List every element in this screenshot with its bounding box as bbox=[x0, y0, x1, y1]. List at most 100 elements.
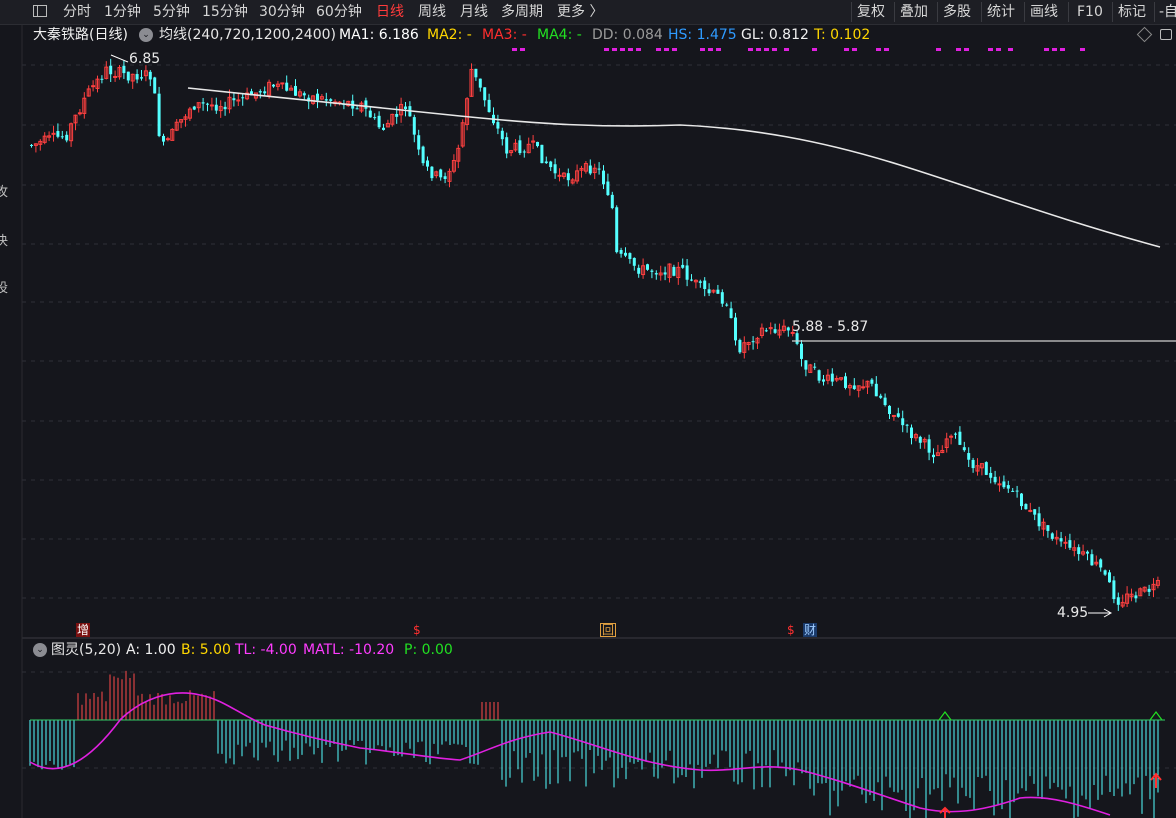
candle-body bbox=[624, 252, 627, 256]
candle-body bbox=[1033, 509, 1037, 515]
candle-body bbox=[883, 397, 887, 406]
layout-toggle-icon[interactable] bbox=[33, 5, 47, 17]
candle-body bbox=[734, 317, 737, 341]
period-tab-multi[interactable]: 多周期 bbox=[501, 4, 543, 20]
period-tab-monthly[interactable]: 月线 bbox=[460, 4, 488, 20]
candle-body bbox=[549, 161, 553, 168]
f10-button[interactable]: F10 bbox=[1077, 4, 1103, 20]
signal-dot bbox=[784, 48, 789, 51]
candle-body bbox=[38, 140, 43, 145]
candle-body bbox=[232, 98, 236, 101]
candle-body bbox=[901, 418, 905, 426]
window-icon[interactable] bbox=[1160, 29, 1172, 40]
candle-body bbox=[451, 159, 456, 172]
candle-body bbox=[165, 138, 170, 141]
period-tab-30min[interactable]: 30分钟 bbox=[259, 4, 305, 20]
buy-signal-icon bbox=[1149, 711, 1163, 721]
side-tab-label[interactable]: 攻 bbox=[0, 185, 9, 200]
candle-body bbox=[720, 292, 724, 304]
period-tab-weekly[interactable]: 周线 bbox=[418, 4, 446, 20]
candle-body bbox=[183, 116, 188, 120]
candle-body bbox=[597, 168, 601, 170]
period-tab-fenshi[interactable]: 分时 bbox=[63, 4, 91, 20]
sub-indicator-settings-icon[interactable]: ⌄ bbox=[33, 643, 47, 657]
ma2-value: MA2: - bbox=[427, 27, 472, 43]
adjust-button[interactable]: 复权 bbox=[857, 4, 885, 20]
candle-body bbox=[272, 84, 275, 87]
candle-body bbox=[1086, 551, 1089, 554]
side-tab-label[interactable]: 设 bbox=[0, 281, 9, 296]
stock-title[interactable]: 大秦铁路(日线) bbox=[33, 27, 128, 43]
candle-body bbox=[755, 337, 760, 344]
candle-body bbox=[1011, 490, 1015, 492]
candle-body bbox=[641, 265, 646, 276]
candle-body bbox=[113, 75, 118, 78]
candle-body bbox=[373, 117, 377, 119]
event-marker-finance[interactable]: 财 bbox=[803, 623, 818, 637]
candle-body bbox=[385, 122, 390, 128]
candle-body bbox=[632, 257, 636, 266]
period-tab-1min[interactable]: 1分钟 bbox=[104, 4, 141, 20]
overlay-button[interactable]: 叠加 bbox=[900, 4, 928, 20]
candle-body bbox=[676, 266, 681, 279]
candle-body bbox=[285, 82, 289, 91]
signal-dot bbox=[512, 48, 517, 51]
candle-body bbox=[844, 376, 847, 388]
candle-body bbox=[1041, 521, 1046, 530]
candle-body bbox=[795, 333, 799, 344]
sub-indicator-name[interactable]: 图灵(5,20) bbox=[51, 642, 122, 658]
candle-body bbox=[148, 71, 152, 80]
candle-body bbox=[1155, 579, 1160, 586]
event-marker-back[interactable]: 回 bbox=[600, 623, 617, 637]
candle-body bbox=[773, 329, 777, 333]
event-marker-dollar[interactable]: $ bbox=[413, 623, 421, 637]
period-tab-60min[interactable]: 60分钟 bbox=[316, 4, 362, 20]
candle-body bbox=[1120, 601, 1125, 607]
event-marker-add[interactable]: 增 bbox=[76, 623, 91, 637]
candle-body bbox=[1050, 533, 1054, 539]
candle-body bbox=[509, 150, 514, 154]
mark-button[interactable]: 标记 bbox=[1118, 4, 1146, 20]
candle-body bbox=[1134, 595, 1138, 599]
signal-dot bbox=[664, 48, 669, 51]
candle-body bbox=[275, 83, 280, 87]
multi-stock-button[interactable]: 多股 bbox=[943, 4, 971, 20]
candle-body bbox=[355, 108, 359, 110]
t-value: T: 0.102 bbox=[814, 27, 871, 43]
candle-body bbox=[487, 99, 491, 113]
candle-body bbox=[1099, 559, 1103, 568]
low-pointer-head bbox=[1103, 608, 1113, 618]
draw-line-button[interactable]: 画线 bbox=[1030, 4, 1058, 20]
signal-dot bbox=[604, 48, 609, 51]
candle-body bbox=[526, 143, 531, 154]
candle-body bbox=[311, 95, 316, 104]
candle-body bbox=[910, 427, 913, 439]
side-tab-label[interactable]: 决 bbox=[0, 234, 9, 249]
candle-body bbox=[781, 325, 786, 331]
candle-body bbox=[927, 439, 931, 453]
candle-body bbox=[196, 102, 201, 109]
candle-body bbox=[918, 436, 922, 443]
event-marker-dollar[interactable]: $ bbox=[787, 623, 795, 637]
statistics-button[interactable]: 统计 bbox=[987, 4, 1015, 20]
candle-body bbox=[1090, 554, 1094, 566]
period-toolbar: 分时 1分钟 5分钟 15分钟 30分钟 60分钟 日线 周线 月线 多周期 更… bbox=[0, 0, 1176, 25]
candle-body bbox=[790, 331, 795, 334]
period-tab-daily[interactable]: 日线 bbox=[376, 4, 404, 20]
range-label: 5.88 - 5.87 bbox=[792, 319, 869, 335]
indicator-settings-icon[interactable]: ⌄ bbox=[139, 28, 153, 42]
signal-dot bbox=[612, 48, 617, 51]
candle-body bbox=[73, 114, 78, 124]
signal-dot bbox=[748, 48, 753, 51]
up-arrow-icon bbox=[939, 806, 951, 818]
period-tab-15min[interactable]: 15分钟 bbox=[202, 4, 248, 20]
period-tab-more[interactable]: 更多 〉 bbox=[557, 4, 604, 20]
candle-body bbox=[122, 65, 126, 74]
indicator-name[interactable]: 均线(240,720,1200,2400) bbox=[159, 27, 336, 43]
period-tab-5min[interactable]: 5分钟 bbox=[153, 4, 190, 20]
candle-body bbox=[522, 151, 526, 153]
custom-button[interactable]: -自 bbox=[1159, 4, 1176, 20]
candle-body bbox=[856, 385, 861, 391]
candle-body bbox=[1108, 572, 1111, 583]
